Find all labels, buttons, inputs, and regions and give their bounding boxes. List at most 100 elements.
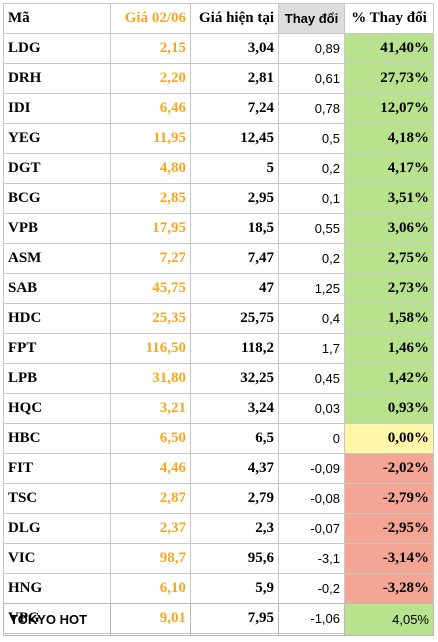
- cell-current-price: 4,37: [190, 453, 279, 484]
- cell-ticker: HNG: [3, 573, 111, 604]
- cell-pct-change: 12,07%: [344, 93, 434, 124]
- cell-ticker: HDC: [3, 303, 111, 334]
- cell-change: -0,09: [278, 453, 345, 484]
- cell-ticker: YEG: [3, 123, 111, 154]
- cell-ticker: FPT: [3, 333, 111, 364]
- header-row: Mã Giá 02/06 Giá hiện tại Thay đổi % Tha…: [3, 3, 434, 34]
- header-change: Thay đổi: [278, 3, 345, 34]
- cell-current-price: 6,5: [190, 423, 279, 454]
- cell-pct-change: 0,00%: [344, 423, 434, 454]
- cell-current-price: 25,75: [190, 303, 279, 334]
- cell-change: -3,1: [278, 543, 345, 574]
- header-current-price: Giá hiện tại: [190, 3, 279, 34]
- cell-change: 1,7: [278, 333, 345, 364]
- table-row: HNG 6,10 5,9 -0,2 -3,28%: [3, 573, 434, 604]
- table-row: DLG 2,37 2,3 -0,07 -2,95%: [3, 513, 434, 544]
- cell-price-0206: 7,27: [110, 243, 191, 274]
- cell-current-price: 2,79: [190, 483, 279, 514]
- header-price-0206: Giá 02/06: [110, 3, 191, 34]
- summary-row: TOKYO HOT 4,05%: [3, 603, 434, 636]
- stock-table: Mã Giá 02/06 Giá hiện tại Thay đổi % Tha…: [3, 3, 434, 634]
- table-row: FIT 4,46 4,37 -0,09 -2,02%: [3, 453, 434, 484]
- cell-price-0206: 2,37: [110, 513, 191, 544]
- cell-change: 0,61: [278, 63, 345, 94]
- cell-price-0206: 31,80: [110, 363, 191, 394]
- cell-current-price: 7,24: [190, 93, 279, 124]
- table-row: FPT 116,50 118,2 1,7 1,46%: [3, 333, 434, 364]
- cell-pct-change: -2,95%: [344, 513, 434, 544]
- cell-change: 0,03: [278, 393, 345, 424]
- cell-current-price: 2,81: [190, 63, 279, 94]
- cell-change: 0,78: [278, 93, 345, 124]
- cell-ticker: HBC: [3, 423, 111, 454]
- header-pct-change: % Thay đổi: [344, 3, 434, 34]
- table-row: HDC 25,35 25,75 0,4 1,58%: [3, 303, 434, 334]
- cell-current-price: 2,95: [190, 183, 279, 214]
- cell-ticker: SAB: [3, 273, 111, 304]
- cell-change: 0: [278, 423, 345, 454]
- cell-price-0206: 2,85: [110, 183, 191, 214]
- cell-price-0206: 116,50: [110, 333, 191, 364]
- table-row: LPB 31,80 32,25 0,45 1,42%: [3, 363, 434, 394]
- cell-pct-change: 3,51%: [344, 183, 434, 214]
- cell-current-price: 118,2: [190, 333, 279, 364]
- summary-label: TOKYO HOT: [3, 603, 111, 636]
- cell-price-0206: 4,80: [110, 153, 191, 184]
- cell-price-0206: 98,7: [110, 543, 191, 574]
- summary-empty-2: [190, 603, 279, 636]
- cell-current-price: 7,47: [190, 243, 279, 274]
- table-row: VIC 98,7 95,6 -3,1 -3,14%: [3, 543, 434, 574]
- summary-table: TOKYO HOT 4,05%: [3, 603, 434, 636]
- cell-pct-change: 27,73%: [344, 63, 434, 94]
- summary-empty-1: [110, 603, 191, 636]
- cell-pct-change: -2,79%: [344, 483, 434, 514]
- cell-ticker: DGT: [3, 153, 111, 184]
- cell-pct-change: 3,06%: [344, 213, 434, 244]
- table-row: VPB 17,95 18,5 0,55 3,06%: [3, 213, 434, 244]
- cell-change: 0,55: [278, 213, 345, 244]
- cell-pct-change: -2,02%: [344, 453, 434, 484]
- cell-ticker: FIT: [3, 453, 111, 484]
- cell-price-0206: 17,95: [110, 213, 191, 244]
- cell-current-price: 95,6: [190, 543, 279, 574]
- table-row: YEG 11,95 12,45 0,5 4,18%: [3, 123, 434, 154]
- cell-price-0206: 6,10: [110, 573, 191, 604]
- cell-ticker: IDI: [3, 93, 111, 124]
- cell-current-price: 5: [190, 153, 279, 184]
- cell-current-price: 32,25: [190, 363, 279, 394]
- cell-price-0206: 45,75: [110, 273, 191, 304]
- table-row: SAB 45,75 47 1,25 2,73%: [3, 273, 434, 304]
- cell-ticker: DLG: [3, 513, 111, 544]
- cell-ticker: TSC: [3, 483, 111, 514]
- cell-price-0206: 2,20: [110, 63, 191, 94]
- cell-change: 0,4: [278, 303, 345, 334]
- cell-pct-change: 0,93%: [344, 393, 434, 424]
- cell-current-price: 3,04: [190, 33, 279, 64]
- cell-current-price: 12,45: [190, 123, 279, 154]
- cell-pct-change: 41,40%: [344, 33, 434, 64]
- cell-pct-change: 2,75%: [344, 243, 434, 274]
- cell-pct-change: 1,42%: [344, 363, 434, 394]
- cell-current-price: 5,9: [190, 573, 279, 604]
- cell-price-0206: 4,46: [110, 453, 191, 484]
- table-row: HBC 6,50 6,5 0 0,00%: [3, 423, 434, 454]
- summary-value: 4,05%: [344, 603, 434, 636]
- cell-change: 0,2: [278, 243, 345, 274]
- cell-change: 0,1: [278, 183, 345, 214]
- cell-change: 0,5: [278, 123, 345, 154]
- cell-price-0206: 6,50: [110, 423, 191, 454]
- cell-pct-change: 2,73%: [344, 273, 434, 304]
- cell-current-price: 3,24: [190, 393, 279, 424]
- cell-current-price: 2,3: [190, 513, 279, 544]
- table-row: IDI 6,46 7,24 0,78 12,07%: [3, 93, 434, 124]
- cell-change: -0,07: [278, 513, 345, 544]
- cell-current-price: 47: [190, 273, 279, 304]
- cell-current-price: 18,5: [190, 213, 279, 244]
- cell-pct-change: -3,28%: [344, 573, 434, 604]
- table-row: LDG 2,15 3,04 0,89 41,40%: [3, 33, 434, 64]
- cell-ticker: LPB: [3, 363, 111, 394]
- cell-change: -0,08: [278, 483, 345, 514]
- cell-price-0206: 2,15: [110, 33, 191, 64]
- table-row: ASM 7,27 7,47 0,2 2,75%: [3, 243, 434, 274]
- cell-price-0206: 25,35: [110, 303, 191, 334]
